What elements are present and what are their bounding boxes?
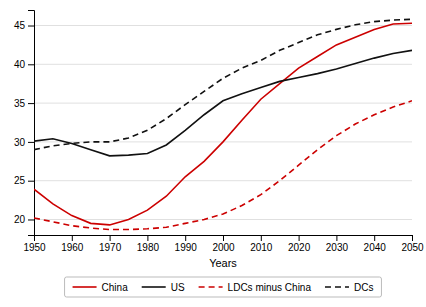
x-tick: 2050: [401, 235, 424, 253]
legend-label: DCs: [354, 282, 373, 293]
x-tick: 1950: [23, 235, 46, 253]
y-tick-mark: [28, 181, 34, 182]
x-tick-mark: [299, 235, 300, 241]
y-tick-label: 35: [14, 98, 26, 109]
legend-swatch: [199, 286, 223, 288]
grid-line: [34, 103, 412, 104]
x-tick-mark: [223, 235, 224, 241]
x-tick-mark: [147, 235, 148, 241]
y-tick-label: 45: [14, 20, 26, 31]
plot-area: 1950196019701980199020002010202020302040…: [14, 11, 424, 270]
legend-item: LDCs minus China: [199, 282, 312, 293]
x-tick-label: 1980: [137, 242, 160, 253]
x-tick-label: 1990: [175, 242, 198, 253]
y-tick-label: 25: [14, 175, 26, 186]
x-tick: 2000: [212, 235, 235, 253]
grid: [34, 26, 412, 220]
legend-swatch: [73, 286, 97, 288]
grid-line: [34, 180, 412, 181]
grid-line: [34, 219, 412, 220]
x-tick-label: 2030: [326, 242, 349, 253]
x-tick-mark: [336, 235, 337, 241]
chart-container: 1950196019701980199020002010202020302040…: [0, 0, 426, 307]
x-tick-label: 2050: [401, 242, 424, 253]
y-tick-mark: [28, 219, 34, 220]
y-tick: 30: [14, 137, 34, 148]
x-tick-mark: [261, 235, 262, 241]
lines: [34, 19, 412, 229]
x-tick-label: 1970: [99, 242, 122, 253]
x-tick-label: 2010: [250, 242, 273, 253]
x-tick: 2030: [326, 235, 349, 253]
series-line: [34, 19, 412, 149]
x-axis-title: Years: [209, 257, 237, 269]
x-tick: 1990: [175, 235, 198, 253]
x-tick: 1960: [61, 235, 84, 253]
y-tick: 35: [14, 98, 34, 109]
y-tick: 20: [14, 214, 34, 225]
x-tick: 1970: [99, 235, 122, 253]
y-tick-mark: [28, 142, 34, 143]
y-tick: 25: [14, 175, 34, 186]
legend-frame: [65, 277, 382, 297]
x-tick-mark: [110, 235, 111, 241]
x-tick: 1980: [137, 235, 160, 253]
series-line: [34, 101, 412, 230]
x-axis-line: [35, 236, 413, 242]
y-tick-label: 20: [14, 214, 26, 225]
legend-item: US: [142, 282, 185, 293]
legend-label: LDCs minus China: [228, 282, 312, 293]
y-tick: 45: [14, 20, 34, 31]
x-tick-mark: [412, 235, 413, 241]
x-tick-mark: [72, 235, 73, 241]
y-tick: 40: [14, 59, 34, 70]
x-tick-mark: [374, 235, 375, 241]
x-tick-label: 1950: [23, 242, 46, 253]
x-tick-label: 2040: [364, 242, 387, 253]
legend-item: DCs: [325, 282, 373, 293]
legend-swatch: [142, 286, 166, 288]
x-tick: 2020: [288, 235, 311, 253]
x-tick-label: 2000: [212, 242, 235, 253]
x-axis: 1950 1960 1970 1980 1990 2000 2010 2020 2030 2040…: [23, 235, 424, 253]
y-tick-label: 30: [14, 137, 26, 148]
chart-svg: 1950196019701980199020002010202020302040…: [0, 0, 426, 307]
series-line: [34, 50, 412, 156]
legend-label: US: [171, 282, 185, 293]
legend: China US LDCs minus China DCs: [65, 277, 382, 297]
y-tick-mark: [28, 64, 34, 65]
legend-label: China: [102, 282, 129, 293]
y-tick-mark: [28, 26, 34, 27]
y-tick-mark: [28, 103, 34, 104]
x-tick-label: 1960: [61, 242, 84, 253]
x-tick-mark: [185, 235, 186, 241]
y-axis: 20 25 30 35 40 45: [14, 11, 35, 236]
legend-swatch: [325, 286, 349, 288]
y-tick-label: 40: [14, 59, 26, 70]
y-axis-line: [28, 11, 35, 236]
x-tick: 2010: [250, 235, 273, 253]
x-tick: 2040: [364, 235, 387, 253]
legend-item: China: [73, 282, 129, 293]
x-tick-label: 2020: [288, 242, 311, 253]
